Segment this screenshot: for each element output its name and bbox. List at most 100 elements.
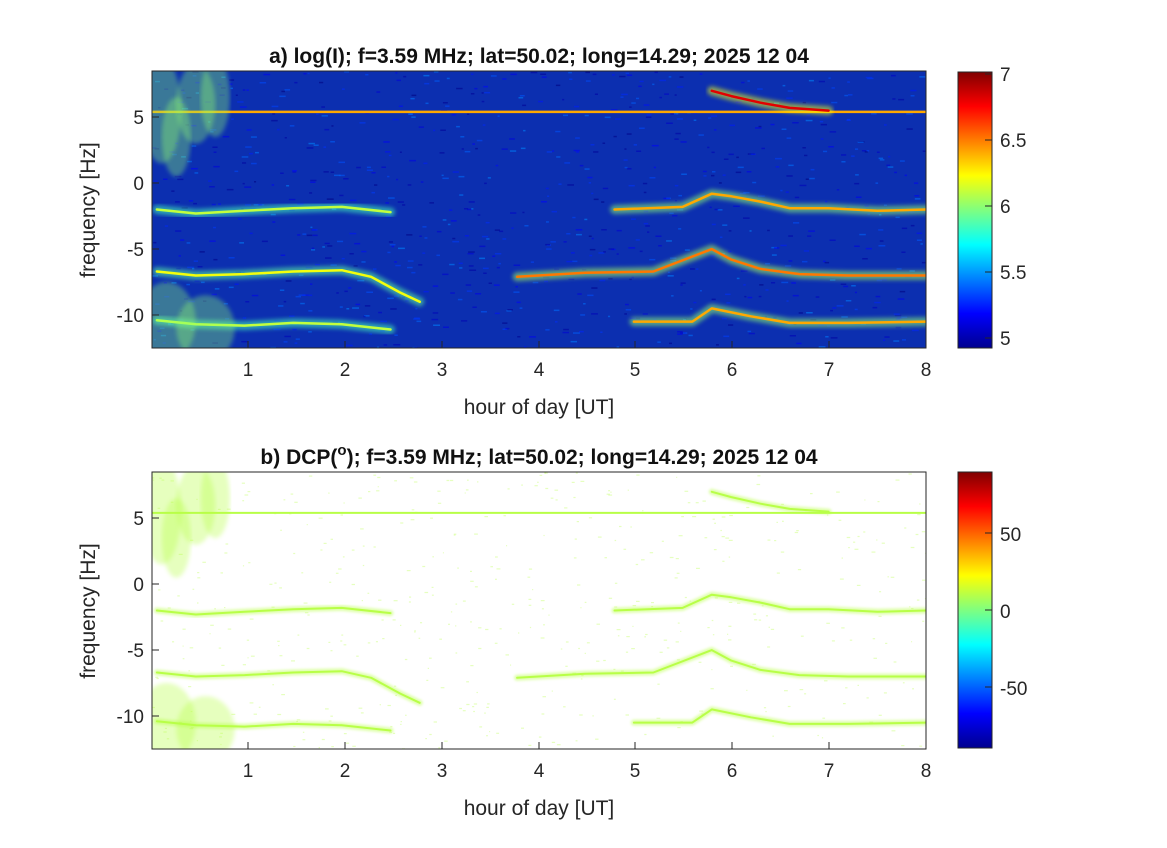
noise-speck <box>743 284 746 286</box>
noise-speck <box>231 713 236 715</box>
noise-speck <box>756 483 761 486</box>
noise-speck <box>659 651 663 653</box>
noise-speck <box>228 286 234 289</box>
noise-speck <box>751 153 756 155</box>
noise-speck <box>297 234 301 236</box>
noise-speck <box>209 186 215 188</box>
noise-speck <box>841 557 843 559</box>
noise-speck <box>726 302 731 304</box>
noise-speck <box>912 688 914 690</box>
noise-speck <box>553 309 560 312</box>
panel-b-y-tick: 5 <box>133 509 144 530</box>
noise-speck <box>366 166 371 169</box>
noise-speck <box>788 235 793 237</box>
noise-speck <box>189 647 194 649</box>
noise-speck <box>245 204 251 206</box>
noise-speck <box>780 189 783 192</box>
noise-speck <box>394 261 397 263</box>
noise-speck <box>562 331 569 334</box>
noise-speck <box>623 159 628 161</box>
noise-speck <box>279 655 283 657</box>
noise-speck <box>523 129 526 132</box>
noise-speck <box>460 136 465 138</box>
noise-speck <box>496 732 500 734</box>
noise-speck <box>307 614 310 616</box>
panel-b-title-post: ); f=3.59 MHz; lat=50.02; long=14.29; 20… <box>347 446 818 469</box>
noise-speck <box>455 652 458 654</box>
noise-speck <box>585 71 590 74</box>
noise-speck <box>854 308 858 311</box>
noise-speck <box>690 268 695 270</box>
noise-speck <box>675 641 679 643</box>
noise-speck <box>555 130 561 133</box>
noise-speck <box>218 203 221 205</box>
noise-speck <box>576 521 579 523</box>
noise-speck <box>507 488 510 490</box>
noise-speck <box>456 125 460 128</box>
noise-speck <box>486 735 488 737</box>
noise-speck <box>387 297 394 300</box>
noise-speck <box>674 94 677 96</box>
noise-speck <box>723 158 729 160</box>
noise-speck <box>741 81 745 84</box>
noise-speck <box>728 230 732 232</box>
noise-speck <box>416 320 422 323</box>
noise-speck <box>838 519 842 521</box>
noise-speck <box>418 264 423 266</box>
noise-speck <box>433 129 436 132</box>
noise-speck <box>763 707 767 709</box>
noise-speck <box>728 625 732 627</box>
noise-speck <box>626 133 632 135</box>
noise-speck <box>352 307 359 309</box>
noise-speck <box>464 150 471 153</box>
noise-speck <box>906 128 913 130</box>
noise-speck <box>308 475 313 477</box>
noise-speck <box>485 221 490 224</box>
noise-speck <box>626 168 632 170</box>
noise-speck <box>188 200 194 202</box>
noise-speck <box>711 669 713 671</box>
panel-a: a) log(I); f=3.59 MHz; lat=50.02; long=1… <box>77 45 1026 419</box>
noise-speck <box>914 182 919 184</box>
noise-speck <box>193 202 197 205</box>
panel-b-title: b) DCP(o); f=3.59 MHz; lat=50.02; long=1… <box>260 442 817 469</box>
noise-speck <box>349 253 354 255</box>
noise-speck <box>632 625 634 627</box>
noise-speck <box>636 474 640 476</box>
noise-speck <box>821 737 824 739</box>
noise-speck <box>473 710 475 713</box>
noise-speck <box>369 333 373 335</box>
noise-speck <box>288 198 296 201</box>
noise-speck <box>666 122 673 124</box>
noise-speck <box>725 293 731 296</box>
noise-speck <box>387 251 391 254</box>
noise-speck <box>625 303 629 306</box>
noise-speck <box>789 335 796 337</box>
noise-speck <box>922 620 925 622</box>
noise-speck <box>847 81 850 83</box>
noise-speck <box>292 170 297 172</box>
noise-speck <box>676 118 683 120</box>
noise-speck <box>540 637 545 639</box>
noise-speck <box>720 529 722 532</box>
noise-speck <box>539 474 543 476</box>
noise-speck <box>765 615 768 617</box>
noise-speck <box>669 212 674 215</box>
noise-speck <box>664 93 669 95</box>
panel-a-y-tick: -10 <box>117 306 144 327</box>
noise-speck <box>483 272 487 274</box>
noise-speck <box>632 605 637 607</box>
noise-speck <box>753 613 757 615</box>
noise-speck <box>307 72 310 75</box>
noise-speck <box>279 289 285 291</box>
noise-speck <box>218 647 222 649</box>
noise-speck <box>894 171 897 174</box>
panel-b-colorbar-tick: -50 <box>1000 679 1027 700</box>
noise-speck <box>774 247 780 249</box>
noise-speck <box>910 89 917 92</box>
noise-speck <box>675 200 677 202</box>
noise-speck <box>294 81 298 84</box>
noise-speck <box>919 745 923 747</box>
panel-b-x-tick: 4 <box>534 761 545 782</box>
noise-speck <box>625 309 632 311</box>
